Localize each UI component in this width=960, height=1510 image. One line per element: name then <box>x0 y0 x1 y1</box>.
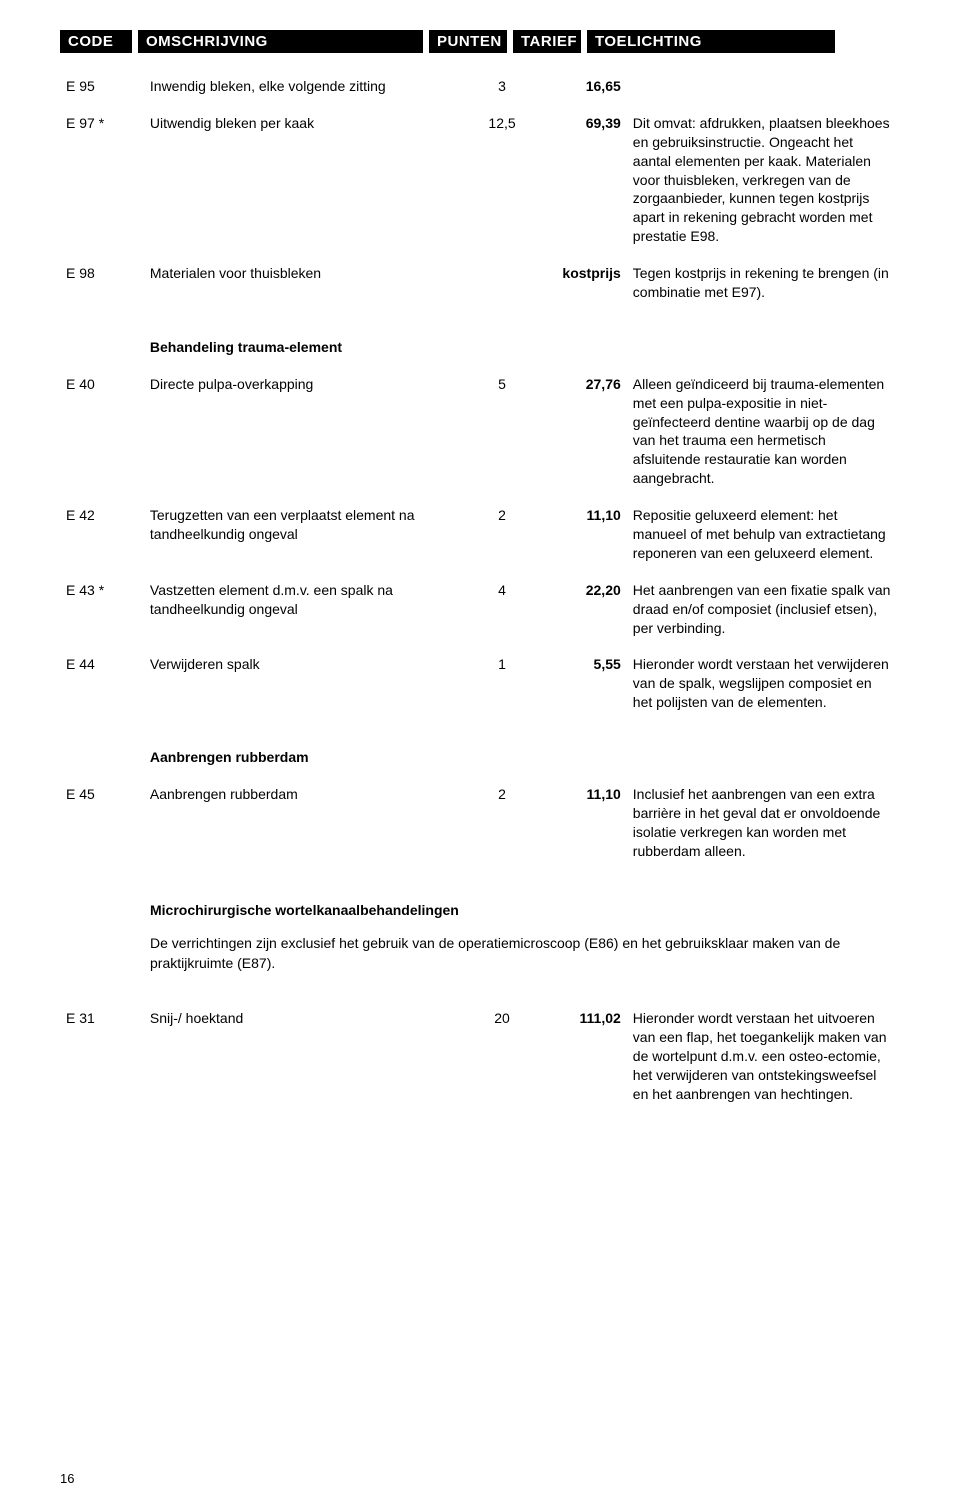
cell-punten <box>457 264 547 320</box>
cell-desc: Inwendig bleken, elke volgende zitting <box>144 77 457 114</box>
table-row: E 95Inwendig bleken, elke volgende zitti… <box>60 77 900 114</box>
section-title: Behandeling trauma-element <box>144 320 457 375</box>
cell-punten: 12,5 <box>457 114 547 264</box>
table-row: E 43 *Vastzetten element d.m.v. een spal… <box>60 581 900 656</box>
cell-desc: Aanbrengen rubberdam <box>144 785 457 879</box>
cell-toelichting <box>627 77 900 114</box>
cell-tarief: 22,20 <box>547 581 627 656</box>
intro-row: Microchirurgische wortelkanaalbehandelin… <box>60 879 900 1010</box>
table-row: E 31Snij-/ hoektand20111,02Hieronder wor… <box>60 1009 900 1121</box>
table-row: E 45Aanbrengen rubberdam211,10Inclusief … <box>60 785 900 879</box>
cell-punten: 1 <box>457 655 547 730</box>
cell-toelichting: Repositie geluxeerd element: het manueel… <box>627 506 900 581</box>
cell-desc: Terugzetten van een verplaatst element n… <box>144 506 457 581</box>
cell-desc: Directe pulpa-overkapping <box>144 375 457 506</box>
cell-desc: Snij-/ hoektand <box>144 1009 457 1121</box>
cell-code: E 98 <box>60 264 144 320</box>
section-title: Aanbrengen rubberdam <box>144 730 457 785</box>
cell-code: E 31 <box>60 1009 144 1121</box>
cell-tarief: 16,65 <box>547 77 627 114</box>
cell-tarief: 5,55 <box>547 655 627 730</box>
cell-tarief: 11,10 <box>547 506 627 581</box>
header-toelichting: TOELICHTING <box>587 30 835 53</box>
cell-punten: 2 <box>457 785 547 879</box>
page-number: 16 <box>60 1471 74 1486</box>
cell-toelichting: Inclusief het aanbrengen van een extra b… <box>627 785 900 879</box>
header-code: CODE <box>60 30 132 53</box>
header-omschrijving: OMSCHRIJVING <box>138 30 423 53</box>
cell-tarief: 11,10 <box>547 785 627 879</box>
table-row: E 40Directe pulpa-overkapping527,76Allee… <box>60 375 900 506</box>
cell-tarief: kostprijs <box>547 264 627 320</box>
header-punten: PUNTEN <box>429 30 507 53</box>
cell-code: E 43 * <box>60 581 144 656</box>
cell-code: E 40 <box>60 375 144 506</box>
section-row: Behandeling trauma-element <box>60 320 900 375</box>
page-container: CODE OMSCHRIJVING PUNTEN TARIEF TOELICHT… <box>0 0 960 1510</box>
intro-title: Microchirurgische wortelkanaalbehandelin… <box>144 901 894 935</box>
header-tarief: TARIEF <box>513 30 581 53</box>
cell-desc: Vastzetten element d.m.v. een spalk na t… <box>144 581 457 656</box>
intro-text: De verrichtingen zijn exclusief het gebr… <box>144 934 894 987</box>
cell-code: E 42 <box>60 506 144 581</box>
cell-punten: 20 <box>457 1009 547 1121</box>
cell-desc: Verwijderen spalk <box>144 655 457 730</box>
cell-code: E 44 <box>60 655 144 730</box>
tariff-table: E 95Inwendig bleken, elke volgende zitti… <box>60 77 900 1122</box>
cell-tarief: 69,39 <box>547 114 627 264</box>
section-row: Aanbrengen rubberdam <box>60 730 900 785</box>
cell-code: E 95 <box>60 77 144 114</box>
cell-punten: 5 <box>457 375 547 506</box>
table-row: E 44Verwijderen spalk15,55Hieronder word… <box>60 655 900 730</box>
table-header-row: CODE OMSCHRIJVING PUNTEN TARIEF TOELICHT… <box>60 30 900 53</box>
cell-toelichting: Het aanbrengen van een fixatie spalk van… <box>627 581 900 656</box>
cell-toelichting: Alleen geïndiceerd bij trauma-elementen … <box>627 375 900 506</box>
cell-code: E 45 <box>60 785 144 879</box>
cell-toelichting: Tegen kostprijs in rekening te brengen (… <box>627 264 900 320</box>
table-row: E 42Terugzetten van een verplaatst eleme… <box>60 506 900 581</box>
cell-toelichting: Hieronder wordt verstaan het uitvoeren v… <box>627 1009 900 1121</box>
cell-code: E 97 * <box>60 114 144 264</box>
cell-toelichting: Hieronder wordt verstaan het verwijderen… <box>627 655 900 730</box>
cell-desc: Materialen voor thuisbleken <box>144 264 457 320</box>
cell-desc: Uitwendig bleken per kaak <box>144 114 457 264</box>
table-row: E 97 *Uitwendig bleken per kaak12,569,39… <box>60 114 900 264</box>
cell-punten: 2 <box>457 506 547 581</box>
cell-toelichting: Dit omvat: afdrukken, plaatsen bleekhoes… <box>627 114 900 264</box>
table-row: E 98Materialen voor thuisbleken kostprijs… <box>60 264 900 320</box>
cell-punten: 4 <box>457 581 547 656</box>
cell-punten: 3 <box>457 77 547 114</box>
cell-tarief: 111,02 <box>547 1009 627 1121</box>
cell-tarief: 27,76 <box>547 375 627 506</box>
